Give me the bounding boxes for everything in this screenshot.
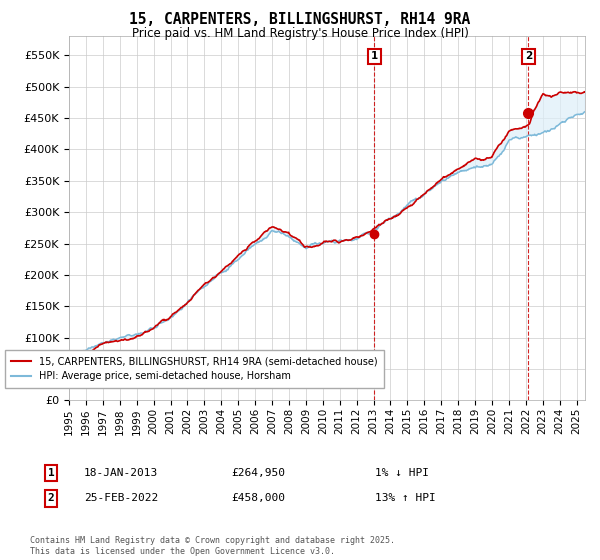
- Text: 1% ↓ HPI: 1% ↓ HPI: [375, 468, 429, 478]
- Text: 2: 2: [524, 52, 532, 62]
- Text: 15, CARPENTERS, BILLINGSHURST, RH14 9RA: 15, CARPENTERS, BILLINGSHURST, RH14 9RA: [130, 12, 470, 27]
- Legend: 15, CARPENTERS, BILLINGSHURST, RH14 9RA (semi-detached house), HPI: Average pric: 15, CARPENTERS, BILLINGSHURST, RH14 9RA …: [5, 350, 384, 388]
- Text: Price paid vs. HM Land Registry's House Price Index (HPI): Price paid vs. HM Land Registry's House …: [131, 27, 469, 40]
- Text: £264,950: £264,950: [231, 468, 285, 478]
- Text: 18-JAN-2013: 18-JAN-2013: [84, 468, 158, 478]
- Text: 1: 1: [371, 52, 378, 62]
- Text: 1: 1: [47, 468, 55, 478]
- Text: 25-FEB-2022: 25-FEB-2022: [84, 493, 158, 503]
- Text: 2: 2: [47, 493, 55, 503]
- Text: Contains HM Land Registry data © Crown copyright and database right 2025.
This d: Contains HM Land Registry data © Crown c…: [30, 536, 395, 556]
- Text: 13% ↑ HPI: 13% ↑ HPI: [375, 493, 436, 503]
- Text: £458,000: £458,000: [231, 493, 285, 503]
